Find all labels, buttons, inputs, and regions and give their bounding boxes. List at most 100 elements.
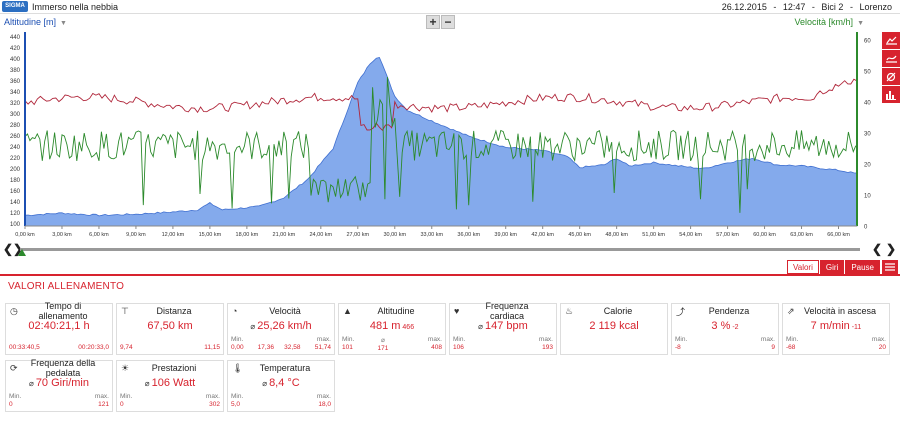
- zoom-controls: + −: [426, 15, 456, 29]
- left-tick-label: 260: [10, 134, 21, 140]
- left-tick-label: 440: [10, 35, 21, 41]
- x-tick-label: 57,00 km: [716, 232, 739, 238]
- x-tick-label: 66,00 km: [827, 232, 850, 238]
- stat-card-footer: [561, 334, 667, 354]
- stat-card-header: ☀ Prestazioni: [117, 361, 223, 375]
- climb-icon: ⇗: [787, 305, 795, 316]
- right-tick-label: 10: [864, 194, 871, 200]
- slider-thumb[interactable]: [18, 249, 26, 256]
- x-tick-label: 42,00 km: [531, 232, 554, 238]
- stat-card-footer: Min. 0,00 17,36 32,58 max. 51,74: [228, 334, 334, 354]
- stat-card-range-value: Min. 0: [9, 393, 22, 408]
- stat-card-value: 02:40:21,1 h: [28, 320, 90, 332]
- average-symbol: ⌀: [250, 322, 256, 331]
- stat-card: ⤴ Pendenza 3 % -2 Min. -8 max. 9: [671, 303, 779, 355]
- app-logo: SIGMA: [2, 1, 28, 12]
- slider-track[interactable]: [20, 248, 860, 251]
- stat-card-value: ⌀ 70 Giri/min: [28, 377, 89, 389]
- x-tick-label: 54,00 km: [679, 232, 702, 238]
- stat-card-range-value: 32,58: [284, 344, 301, 351]
- stat-card-title: Calorie: [603, 306, 633, 316]
- bar-chart-icon: [886, 90, 896, 100]
- stat-card: ◷ Tempo di allenamento 02:40:21,1 h 00:33:…: [5, 301, 113, 355]
- stat-card: ♥ Frequenza cardiaca ⌀ 147 bpm Min. 106 max. 19…: [449, 301, 557, 355]
- list-view-button[interactable]: [882, 260, 898, 274]
- x-tick-label: 3,00 km: [52, 232, 72, 238]
- stat-card: ▲ Altitudine 481 m 466 Min. 101 ⌀ 171 max. 408: [338, 303, 446, 355]
- bar-chart-button[interactable]: [882, 86, 900, 104]
- zoom-out-button[interactable]: −: [441, 15, 455, 29]
- stat-card-header: ⊤ Distanza: [117, 304, 223, 318]
- left-tick-label: 380: [10, 68, 21, 74]
- range-slider[interactable]: ❮❯ ❮ ❯: [0, 242, 900, 256]
- stat-card-footer: Min. 106 max. 193: [450, 334, 556, 354]
- speedometer-icon: ◔: [232, 306, 238, 316]
- stat-card-value: 7 m/min -11: [810, 320, 862, 332]
- x-tick-label: 51,00 km: [642, 232, 665, 238]
- activity-user: Lorenzo: [859, 2, 892, 12]
- x-tick-label: 45,00 km: [568, 232, 591, 238]
- stat-card-title: Velocità in ascesa: [803, 306, 877, 316]
- tab-valori[interactable]: Valori: [787, 260, 819, 274]
- left-tick-label: 360: [10, 79, 21, 85]
- stat-card-range-value: max. 121: [94, 393, 109, 408]
- stat-card-range-value: 9,74: [120, 344, 133, 351]
- stat-card-header: ⇗ Velocità in ascesa: [783, 304, 889, 318]
- x-tick-label: 24,00 km: [310, 232, 333, 238]
- stat-card-range-value: 00:33:40,5: [9, 344, 40, 351]
- stat-card-subvalue: -11: [849, 324, 862, 331]
- stat-card-footer: Min. -8 max. 9: [672, 334, 778, 354]
- x-tick-label: 0,00 km: [15, 232, 35, 238]
- stat-card-range-value: max. 51,74: [314, 336, 331, 351]
- x-tick-label: 15,00 km: [199, 232, 222, 238]
- stat-card-footer: Min. 5,0 max. 18,0: [228, 391, 334, 411]
- activity-meta: 26.12.2015 - 12:47 - Bici 2 - Lorenzo: [721, 2, 892, 12]
- x-tick-label: 18,00 km: [236, 232, 259, 238]
- x-tick-label: 27,00 km: [346, 232, 369, 238]
- stat-card-title: Distanza: [156, 306, 192, 316]
- activity-date: 26.12.2015: [721, 2, 767, 12]
- stat-card-footer: 9,74 11,15: [117, 334, 223, 354]
- stat-card-range-value: max. 9: [760, 336, 775, 351]
- stat-card-header: ⤴ Pendenza: [672, 304, 778, 318]
- training-chart[interactable]: 4404204003803603403203002802602402202001…: [0, 30, 880, 242]
- line-chart-icon: [885, 36, 897, 45]
- clock-icon: ◷: [10, 305, 18, 316]
- stat-card-value: 3 % -2: [711, 320, 739, 332]
- stat-card-title: Velocità: [269, 306, 301, 316]
- slope-icon: ⤴: [676, 306, 686, 317]
- average-symbol: ⌀: [28, 379, 34, 388]
- zoom-in-button[interactable]: +: [426, 15, 440, 29]
- x-tick-label: 39,00 km: [494, 232, 517, 238]
- list-icon: [885, 263, 895, 271]
- stat-card-range-value: Min. 5,0: [231, 393, 244, 408]
- stat-card-title: Frequenza della pedalata: [30, 358, 96, 378]
- average-symbol: ⌀: [262, 379, 268, 388]
- right-tick-label: 50: [864, 70, 871, 76]
- left-tick-label: 200: [10, 167, 21, 173]
- tab-giri[interactable]: Giri: [819, 260, 845, 274]
- flame-icon: ♨: [565, 305, 574, 316]
- right-axis-selector[interactable]: Velocità [km/h] ▼: [794, 17, 864, 27]
- x-tick-label: 36,00 km: [457, 232, 480, 238]
- tab-pause[interactable]: Pause: [845, 260, 880, 274]
- stat-card-range-value: 00:20:33,0: [78, 344, 109, 351]
- x-tick-label: 48,00 km: [605, 232, 628, 238]
- slider-next-button[interactable]: ❯: [885, 242, 896, 256]
- slider-prev-button[interactable]: ❮: [871, 242, 882, 256]
- stat-card-header: 🌡 Temperatura: [228, 361, 334, 375]
- stat-card-title: Temperatura: [259, 363, 311, 373]
- stat-card: ⟳ Frequenza della pedalata ⌀ 70 Giri/min Min…: [5, 358, 113, 412]
- line-chart-button[interactable]: [882, 32, 900, 50]
- left-tick-label: 240: [10, 145, 21, 151]
- trend-button[interactable]: [882, 50, 900, 68]
- stat-card: ⊤ Distanza 67,50 km 9,74 11,15: [116, 303, 224, 355]
- no-filter-button[interactable]: [882, 68, 900, 86]
- stat-card-value: ⌀ 25,26 km/h: [250, 320, 312, 332]
- x-tick-label: 33,00 km: [420, 232, 443, 238]
- stat-card-range-value: Min. -68: [786, 336, 799, 351]
- stat-card-range-value: Min. 0: [120, 393, 133, 408]
- left-axis-selector[interactable]: Altitudine [m] ▼: [4, 17, 67, 27]
- stat-card-range-value: max. 193: [538, 336, 553, 351]
- x-tick-label: 63,00 km: [790, 232, 813, 238]
